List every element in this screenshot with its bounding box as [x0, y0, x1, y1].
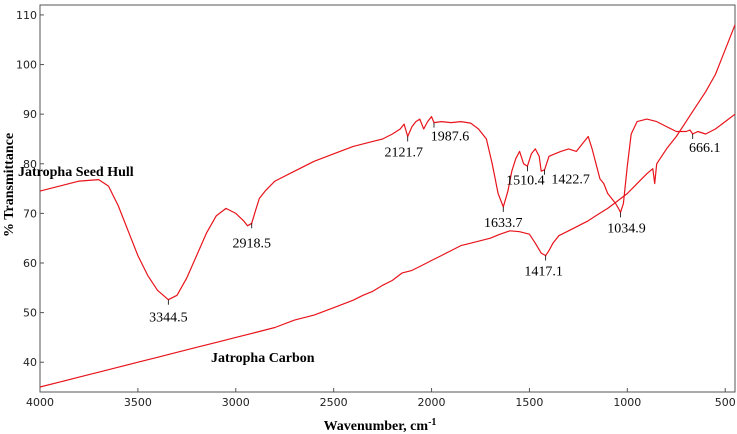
x-axis-title-text: Wavenumber, cm: [324, 419, 429, 434]
y-tick-label: 100: [16, 59, 37, 72]
x-axis-title-superscript: -1: [428, 417, 436, 428]
y-axis-title-text: % Transmittance: [2, 133, 17, 237]
y-tick-label: 70: [23, 207, 37, 220]
y-tick-label: 90: [23, 108, 37, 121]
peak-label: 2918.5: [232, 236, 271, 251]
seed-hull-spectrum: [39, 113, 736, 301]
y-axis: 40 50 60 70 80 90 100 110: [16, 9, 44, 369]
y-tick-label: 40: [23, 356, 37, 369]
x-tick-label: 3500: [124, 396, 152, 409]
peak-label: 1422.7: [551, 173, 590, 188]
y-tick-label: 110: [16, 9, 37, 22]
x-tick-label: 2500: [320, 396, 348, 409]
y-tick-label: 60: [23, 257, 37, 270]
peak-label: 1417.1: [524, 265, 563, 280]
series-label-carbon: Jatropha Carbon: [211, 351, 315, 366]
peak-annotations: 3344.5 2918.5 2121.7 1987.6 1633.7 1510.4 1422…: [149, 122, 721, 326]
peak-label: 1034.9: [607, 221, 646, 236]
x-tick-label: 3000: [222, 396, 250, 409]
series-layer: [39, 24, 736, 388]
peak-label: 666.1: [689, 141, 721, 156]
y-axis-title: % Transmittance: [2, 133, 17, 237]
y-tick-label: 50: [23, 307, 37, 320]
series-label-seed-hull: Jatropha Seed Hull: [18, 165, 134, 180]
peak-label: 3344.5: [149, 311, 188, 326]
peak-label: 1987.6: [431, 130, 470, 145]
x-tick-label: 1500: [515, 396, 543, 409]
x-tick-label: 500: [715, 396, 736, 409]
peak-label: 1510.4: [506, 173, 545, 188]
peak-label: 2121.7: [384, 145, 423, 160]
x-tick-label: 4000: [26, 396, 54, 409]
plot-area: [39, 4, 736, 393]
x-tick-label: 1000: [613, 396, 641, 409]
x-axis-title: Wavenumber, cm-1: [324, 417, 437, 434]
plot-border: [39, 4, 736, 393]
y-tick-label: 80: [23, 158, 37, 171]
x-tick-label: 2000: [418, 396, 446, 409]
peak-label: 1633.7: [484, 216, 523, 231]
carbon-spectrum: [39, 24, 736, 388]
x-axis: 4000 3500 3000 2500 2000 1500 1000 500: [26, 388, 736, 409]
